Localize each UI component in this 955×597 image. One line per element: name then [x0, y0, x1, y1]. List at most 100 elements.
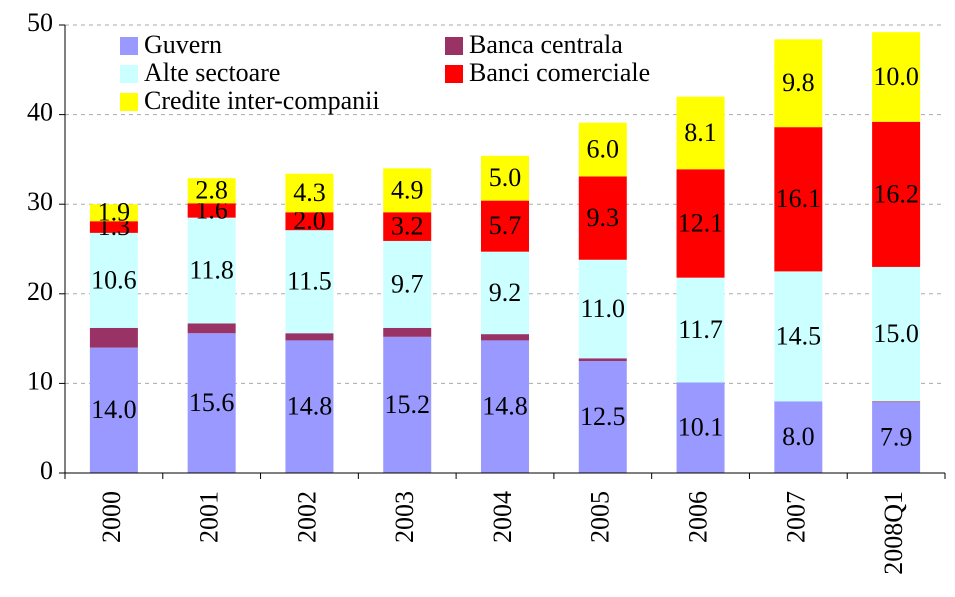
bar-segment: [676, 277, 725, 383]
legend-label: Banci comerciale: [469, 58, 650, 87]
data-label: 9.2: [489, 278, 522, 307]
x-tick-label: 2006: [684, 491, 713, 543]
data-label: 16.2: [873, 179, 919, 208]
data-label: 4.9: [391, 175, 424, 204]
bar-segment: [872, 32, 921, 122]
data-label: 9.3: [587, 203, 620, 232]
bar-segment: [285, 212, 334, 231]
bar-segment: [285, 230, 334, 334]
bar-segment: [89, 232, 138, 328]
bar-segment: [774, 39, 823, 128]
y-tick-label: 10: [27, 366, 53, 395]
data-label: 10.6: [91, 265, 137, 294]
bar-segment: [774, 271, 823, 402]
legend-swatch: [445, 37, 463, 55]
bar-segment: [872, 266, 921, 402]
data-label: 5.7: [489, 211, 522, 240]
bar-segment: [89, 204, 138, 222]
data-label: 8.0: [782, 422, 815, 451]
bar-segment: [383, 212, 432, 241]
legend-swatch: [120, 37, 138, 55]
x-tick-label: 2005: [586, 491, 615, 543]
bar-segment: [383, 336, 432, 473]
data-label: 15.6: [189, 388, 235, 417]
bar-segment: [676, 96, 725, 170]
legend-swatch: [120, 65, 138, 83]
y-tick-label: 50: [27, 8, 53, 37]
x-tick-label: 2001: [195, 491, 224, 543]
data-label: 11.8: [189, 255, 234, 284]
bar-segment: [187, 217, 236, 324]
bar-segment: [187, 323, 236, 334]
data-label: 14.5: [776, 321, 822, 350]
bar-segment: [187, 203, 236, 218]
legend-swatch: [445, 65, 463, 83]
bar-segment: [872, 121, 921, 267]
data-label: 14.8: [287, 392, 333, 421]
legend-label: Banca centrala: [469, 30, 623, 59]
y-tick-label: 30: [27, 187, 53, 216]
data-label: 12.1: [678, 208, 724, 237]
data-label: 11.7: [678, 315, 723, 344]
data-label: 11.0: [581, 294, 626, 323]
data-label: 10.1: [678, 413, 724, 442]
data-label: 1.9: [98, 198, 131, 227]
data-label: 9.7: [391, 269, 424, 298]
legend-swatch: [120, 93, 138, 111]
data-label: 9.8: [782, 68, 815, 97]
bar-segment: [578, 176, 627, 260]
bar-segment: [89, 221, 138, 233]
legend-label: Guvern: [144, 30, 222, 59]
legend-label: Alte sectoare: [144, 58, 280, 87]
data-label: 14.8: [482, 392, 528, 421]
bar-segment: [187, 178, 236, 204]
data-label: 5.0: [489, 163, 522, 192]
bar-segment: [481, 334, 529, 341]
bar-segment: [578, 122, 627, 177]
x-tick-label: 2003: [390, 491, 419, 543]
y-tick-label: 0: [40, 456, 53, 485]
bar-segment: [481, 200, 529, 252]
bar-segment: [89, 347, 138, 473]
bar-segment: [578, 361, 627, 473]
data-label: 16.1: [776, 184, 822, 213]
data-label: 15.2: [384, 390, 430, 419]
data-label: 8.1: [684, 118, 717, 147]
data-label: 4.3: [293, 178, 326, 207]
bar-segment: [481, 155, 529, 201]
bar-segment: [285, 173, 334, 213]
bar-segment: [578, 259, 627, 359]
bar-segment: [481, 340, 529, 473]
x-tick-label: 2000: [97, 491, 126, 543]
bar-segment: [676, 169, 725, 278]
data-label: 14.0: [91, 395, 137, 424]
bar-segment: [872, 401, 921, 403]
bar-segment: [285, 340, 334, 473]
bar-segment: [187, 333, 236, 473]
data-label: 11.5: [287, 267, 332, 296]
x-tick-label: 2002: [292, 491, 321, 543]
data-label: 12.5: [580, 402, 626, 431]
bar-segment: [383, 168, 432, 213]
legend-label: Credite inter-companii: [144, 86, 380, 115]
bar-segment: [481, 251, 529, 335]
x-tick-label: 2008Q1: [879, 491, 908, 575]
y-tick-label: 20: [27, 277, 53, 306]
data-label: 7.9: [880, 423, 913, 452]
y-tick-label: 40: [27, 98, 53, 127]
bar-segment: [383, 240, 432, 328]
x-tick-label: 2007: [781, 491, 810, 543]
bar-segment: [285, 333, 334, 341]
data-label: 6.0: [587, 135, 620, 164]
bar-segment: [676, 382, 725, 473]
data-label: 15.0: [873, 319, 919, 348]
bar-segment: [383, 327, 432, 337]
bar-segment: [774, 401, 823, 473]
data-label: 10.0: [873, 62, 919, 91]
bar-segment: [578, 358, 627, 361]
data-label: 3.2: [391, 212, 424, 241]
bar-segment: [872, 402, 921, 473]
bar-segment: [774, 127, 823, 272]
bar-segment: [89, 327, 138, 348]
